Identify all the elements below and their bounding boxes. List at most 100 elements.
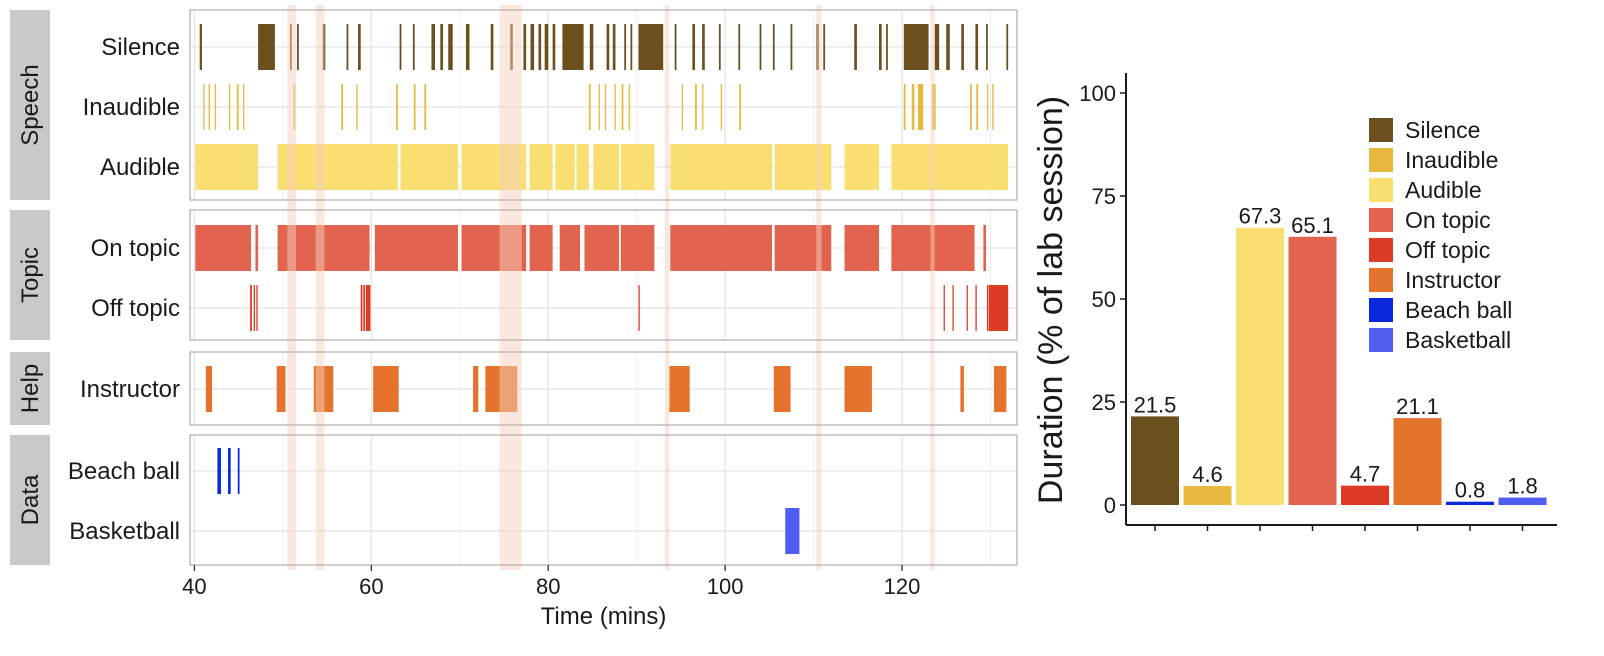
event-segment — [529, 225, 553, 271]
event-segment — [844, 225, 880, 271]
bar-instructor — [1393, 418, 1442, 505]
panel-help: Help Instructor — [10, 352, 1017, 425]
event-segment — [424, 84, 427, 130]
event-segment — [465, 24, 470, 70]
x-tick-label: 100 — [707, 574, 744, 599]
event-segment — [976, 84, 979, 130]
panel-speech: Speech Silence Inaudible Audible — [10, 10, 1017, 200]
event-segment — [612, 24, 616, 70]
event-segment — [552, 24, 556, 70]
highlight-band — [287, 5, 297, 570]
event-segment — [975, 24, 979, 70]
event-segment — [228, 84, 231, 130]
event-segment — [674, 24, 677, 70]
event-segment — [606, 24, 610, 70]
event-segment — [346, 24, 349, 70]
event-segment — [243, 84, 245, 130]
timeline-chart: Speech Silence Inaudible Audible Topic On top… — [10, 5, 1018, 630]
row-label: Silence — [101, 34, 180, 61]
event-segment — [952, 285, 954, 331]
strip-background — [10, 352, 50, 425]
row-on-topic — [195, 225, 987, 271]
row-label: Instructor — [80, 376, 180, 403]
event-segment — [253, 285, 255, 331]
event-segment — [702, 84, 704, 130]
event-segment — [217, 448, 221, 494]
legend-label: Beach ball — [1405, 297, 1512, 323]
event-segment — [670, 144, 772, 190]
bar-value-label: 0.8 — [1455, 478, 1486, 503]
event-segment — [823, 24, 826, 70]
legend-swatch — [1369, 298, 1393, 322]
bar-chart: 0 25 50 75 100 Duration (% of lab session) 21.… — [1032, 73, 1557, 531]
event-segment — [774, 144, 832, 190]
legend-item: Off topic — [1369, 237, 1490, 263]
row-label: Inaudible — [83, 94, 180, 121]
legend-swatch — [1369, 268, 1393, 292]
event-segment — [562, 24, 584, 70]
event-segment — [943, 285, 945, 331]
bar-silence — [1131, 416, 1179, 505]
legend-item: Basketball — [1369, 327, 1511, 353]
event-segment — [638, 24, 664, 70]
row-beach-ball — [217, 448, 240, 494]
event-segment — [966, 285, 968, 331]
strip-help: Help — [10, 352, 50, 425]
event-segment — [844, 366, 872, 412]
event-segment — [638, 285, 640, 331]
y-tick-label: 100 — [1079, 81, 1116, 106]
event-segment — [994, 366, 1007, 412]
x-tick-label: 60 — [359, 574, 383, 599]
event-segment — [431, 24, 436, 70]
strip-topic: Topic — [10, 210, 50, 340]
event-segment — [917, 84, 924, 130]
y-tick-label: 75 — [1092, 184, 1116, 209]
strip-background — [10, 10, 50, 200]
event-segment — [774, 225, 832, 271]
event-segment — [718, 24, 721, 70]
event-segment — [366, 285, 371, 331]
event-segment — [903, 84, 906, 130]
event-segment — [773, 366, 791, 412]
panel-border — [189, 209, 1018, 341]
event-segment — [891, 144, 1009, 190]
event-segment — [628, 84, 631, 130]
event-segment — [358, 24, 361, 70]
event-segment — [598, 84, 600, 130]
event-segment — [702, 24, 705, 70]
highlight-band — [664, 5, 670, 570]
legend-swatch — [1369, 238, 1393, 262]
event-segment — [412, 24, 415, 70]
panel-border — [189, 9, 1018, 201]
event-segment — [399, 24, 402, 70]
event-segment — [983, 225, 987, 271]
highlight-band — [315, 5, 325, 570]
legend-swatch — [1369, 118, 1393, 142]
legend-item: On topic — [1369, 207, 1491, 233]
event-segment — [854, 24, 857, 70]
event-segment — [695, 84, 697, 130]
highlight-band — [930, 5, 935, 570]
event-segment — [237, 448, 240, 494]
event-segment — [448, 24, 453, 70]
event-segment — [720, 84, 722, 130]
legend-label: Silence — [1405, 117, 1480, 143]
event-segment — [620, 144, 655, 190]
event-segment — [208, 84, 210, 130]
event-segment — [356, 84, 358, 130]
legend: Silence Inaudible Audible On topic Off topic… — [1369, 117, 1512, 353]
event-segment — [341, 84, 344, 130]
event-segment — [670, 225, 772, 271]
event-segment — [277, 144, 398, 190]
event-segment — [986, 84, 989, 130]
event-segment — [490, 24, 494, 70]
event-segment — [620, 225, 655, 271]
event-segment — [630, 24, 633, 70]
event-segment — [473, 366, 479, 412]
row-label: Off topic — [91, 295, 180, 322]
strip-data: Data — [10, 435, 50, 565]
strip-label: Speech — [17, 64, 44, 145]
bar-inaudible — [1183, 486, 1232, 505]
bar-beach-ball — [1446, 501, 1494, 505]
legend-label: Audible — [1405, 177, 1482, 203]
